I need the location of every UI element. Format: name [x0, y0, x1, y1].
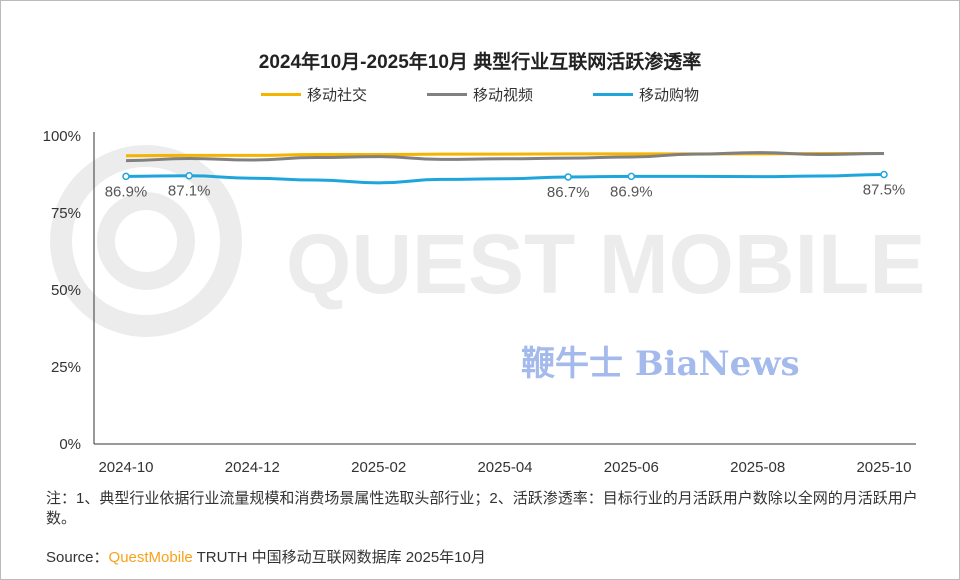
- watermark-text: QUEST MOBILE: [286, 217, 925, 311]
- data-point: [122, 172, 130, 181]
- source-brand: QuestMobile: [108, 549, 193, 566]
- legend-swatch: [426, 93, 467, 96]
- source-text: TRUTH 中国移动互联网数据库 2025年10月: [192, 549, 486, 566]
- watermark-bianews: 鞭牛士 BiaNews: [521, 344, 800, 384]
- data-label: 86.7%: [547, 184, 590, 201]
- source-label: Source：: [46, 549, 109, 566]
- x-tick-label: 2025-04: [477, 459, 532, 476]
- legend-item: 移动购物: [593, 84, 699, 105]
- legend-swatch: [593, 93, 633, 96]
- legend: 移动社交 移动视频 移动购物: [1, 84, 959, 105]
- y-tick-label: 50%: [51, 282, 81, 299]
- legend-label: 移动购物: [639, 87, 700, 104]
- legend-swatch: [260, 93, 301, 96]
- y-tick-label: 25%: [51, 359, 81, 376]
- data-point: [185, 171, 193, 180]
- footnote: 注：1、典型行业依据行业流量规模和消费场景属性选取头部行业；2、活跃渗透率：目标…: [46, 490, 918, 527]
- x-tick-label: 2025-10: [856, 459, 911, 476]
- data-label: 86.9%: [610, 183, 653, 200]
- data-label: 87.1%: [168, 183, 211, 200]
- x-tick-label: 2025-06: [604, 459, 659, 476]
- y-tick-label: 75%: [51, 205, 81, 222]
- data-point: [880, 170, 888, 179]
- x-tick-label: 2025-08: [730, 459, 785, 476]
- legend-label: 移动视频: [472, 87, 533, 104]
- data-point: [627, 172, 636, 181]
- y-tick-label: 100%: [43, 128, 81, 145]
- series-line-移动购物: [125, 173, 885, 185]
- x-tick-label: 2024-10: [98, 459, 153, 476]
- series-line-移动视频: [125, 151, 885, 163]
- y-tick-label: 0%: [59, 436, 81, 453]
- legend-item: 移动视频: [426, 84, 533, 105]
- legend-item: 移动社交: [260, 84, 367, 105]
- x-tick-label: 2024-12: [225, 459, 280, 476]
- source: Source：QuestMobile TRUTH 中国移动互联网数据库 2025…: [46, 546, 486, 567]
- x-tick-label: 2025-02: [351, 459, 406, 476]
- data-point: [564, 173, 572, 181]
- chart-title: 2024年10月-2025年10月 典型行业互联网活跃渗透率: [258, 52, 702, 73]
- legend-label: 移动社交: [306, 87, 367, 104]
- data-label: 86.9%: [105, 183, 148, 200]
- data-label: 87.5%: [863, 182, 906, 199]
- watermark-logo: QUEST MOBILE: [50, 145, 925, 337]
